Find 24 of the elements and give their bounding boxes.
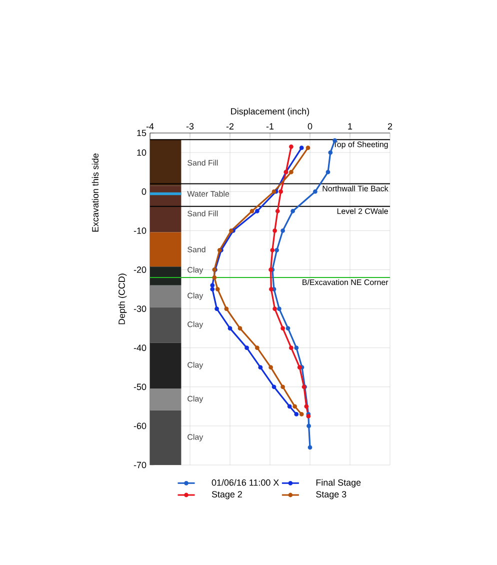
x-tick-label: -4 bbox=[146, 123, 154, 130]
text: Excavation this side bbox=[92, 154, 98, 232]
y-tick-label: 15 bbox=[137, 130, 146, 136]
x-tick-label: -2 bbox=[226, 123, 234, 130]
y-tick-label: -20 bbox=[134, 266, 146, 273]
y-tick-label: -40 bbox=[134, 344, 146, 352]
x-axis-title: Displacement (inch) bbox=[231, 108, 310, 116]
legend-label: Final Stage bbox=[316, 479, 361, 488]
x-tick-label: 0 bbox=[308, 123, 312, 130]
y-tick-label: 10 bbox=[137, 149, 146, 156]
y-tick-label: -60 bbox=[134, 422, 146, 430]
y-tick-label: -50 bbox=[134, 384, 146, 390]
y-tick-label: -70 bbox=[134, 462, 146, 468]
y-tick-label: 0 bbox=[142, 188, 146, 195]
y-axis-title: Depth (CCD) bbox=[118, 274, 127, 324]
legend-label: Stage 2 bbox=[212, 491, 242, 500]
legend-label: Stage 3 bbox=[316, 491, 346, 500]
y-tick-label: -30 bbox=[134, 306, 146, 312]
x-tick-label: 1 bbox=[348, 123, 352, 130]
x-tick-label: 2 bbox=[388, 123, 392, 130]
legend-label: 01/06/16 11:00 X bbox=[212, 479, 279, 486]
y-tick-label: -10 bbox=[134, 227, 146, 234]
x-tick-label: -1 bbox=[266, 123, 274, 130]
x-tick-label: -3 bbox=[186, 123, 194, 130]
